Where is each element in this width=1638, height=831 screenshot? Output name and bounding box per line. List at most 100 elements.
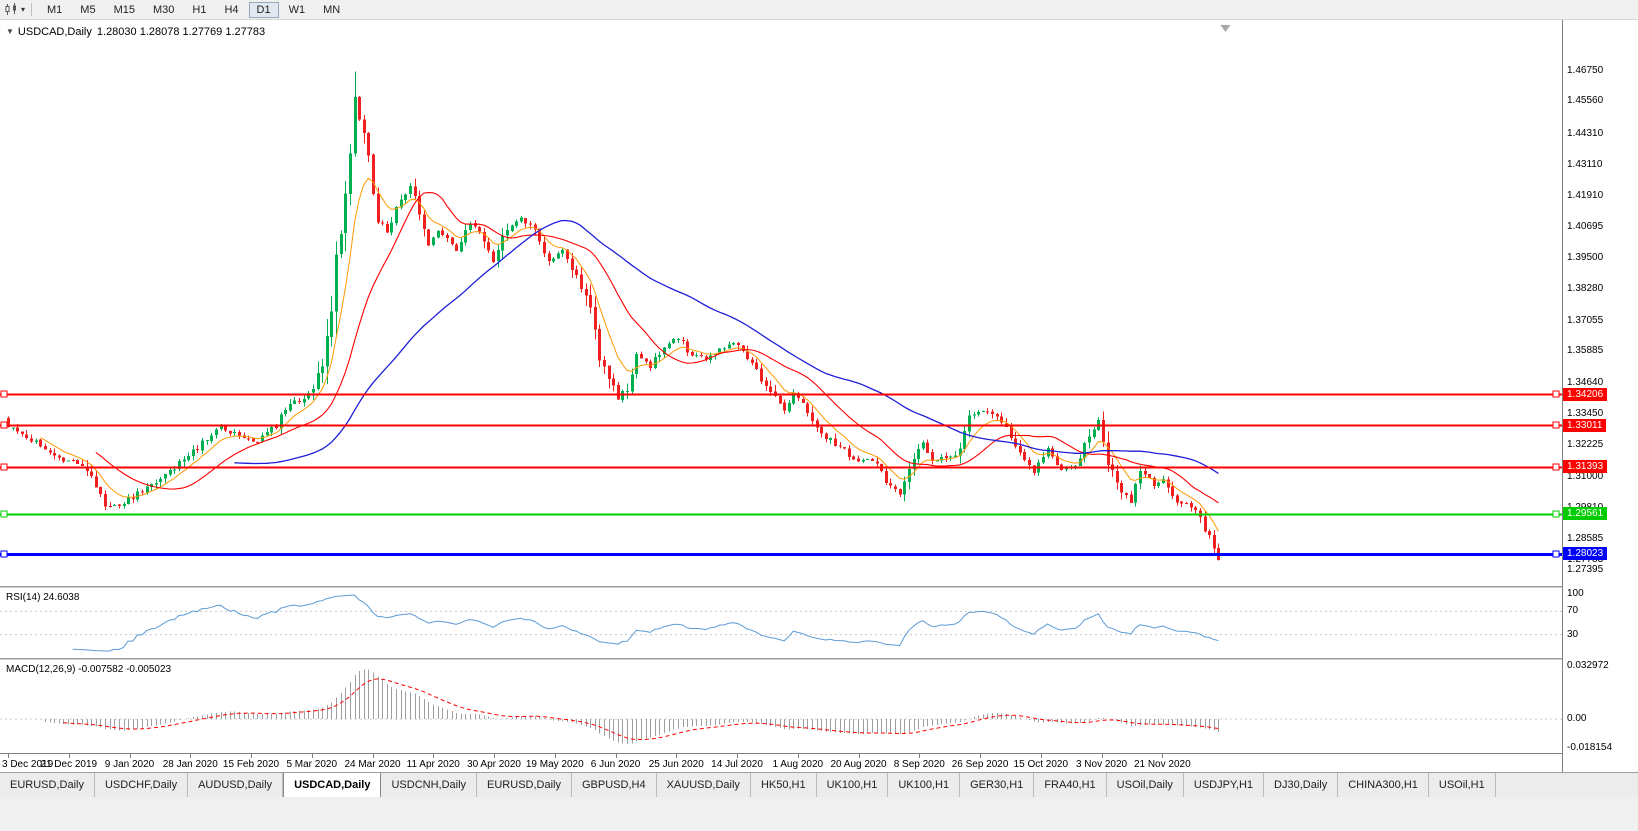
time-axis-tick [798,754,799,758]
price-line-label: 1.31393 [1563,460,1608,474]
time-axis-tick [494,754,495,758]
macd-label: MACD(12,26,9) -0.007582 -0.005023 [6,664,172,675]
time-axis-tick [433,754,434,758]
ma-fast-line [40,177,1219,532]
time-axis-label: 15 Oct 2020 [1013,759,1069,770]
time-axis-tick [859,754,860,758]
panel-divider[interactable] [0,658,1638,661]
symbol-tab-dj30-daily[interactable]: DJ30,Daily [1264,773,1339,797]
time-axis-tick [980,754,981,758]
symbol-tab-audusd-daily[interactable]: AUDUSD,Daily [188,773,284,797]
symbol-tab-uk100-h1[interactable]: UK100,H1 [888,773,961,797]
symbol-tab-fra40-h1[interactable]: FRA40,H1 [1034,773,1107,797]
time-axis-label: 8 Sep 2020 [893,759,945,770]
rsi-panel-canvas[interactable] [0,589,1562,658]
time-axis-tick [1102,754,1103,758]
price-axis-tick: 1.38280 [1567,283,1604,295]
time-axis-label: 19 May 2020 [525,759,584,770]
time-axis-tick [1162,754,1163,758]
timeframe-toolbar: ▾ M1 M5 M15 M30 H1 H4 D1 W1 MN [0,0,1638,20]
panel-divider[interactable] [0,586,1638,589]
time-axis-label: 6 Jun 2020 [590,759,641,770]
dropdown-caret-icon[interactable]: ▾ [21,5,26,14]
symbol-tab-usoil-h1[interactable]: USOil,H1 [1428,773,1496,797]
price-axis-tick: 1.43110 [1567,158,1603,170]
time-axis-label: 21 Dec 2019 [40,759,98,770]
timeframe-button-h4[interactable]: H4 [224,3,239,16]
chart-symbol-label: USDCAD,Daily [17,26,92,38]
candlesticks [7,71,1220,561]
time-axis-tick [190,754,191,758]
time-axis-label: 9 Jan 2020 [104,759,155,770]
time-axis-label: 21 Nov 2020 [1133,759,1191,770]
price-axis-tick: 1.39500 [1567,251,1604,263]
time-axis-label: 25 Jun 2020 [648,759,704,770]
chart-tabs-bar: EURUSD,Daily USDCHF,Daily AUDUSD,Daily USDC… [0,772,1638,797]
rsi-line [72,594,1219,652]
price-chart-canvas[interactable] [0,20,1562,586]
symbol-tab-ger30-h1[interactable]: GER30,H1 [960,773,1035,797]
symbol-tab-usoil-daily[interactable]: USOil,Daily [1106,773,1184,797]
collapse-caret-icon[interactable]: ▼ [6,27,14,36]
chart-shift-marker[interactable] [1220,25,1231,32]
time-axis-label: 11 Apr 2020 [406,759,460,770]
time-axis-label: 26 Sep 2020 [951,759,1009,770]
macd-panel-canvas[interactable] [0,661,1562,753]
time-axis-label: 28 Jan 2020 [162,759,218,770]
price-axis-tick: 1.29810 [1567,502,1603,513]
time-axis-label: 14 Jul 2020 [711,759,763,770]
time-axis-tick [1041,754,1042,758]
symbol-tab-china300-h1[interactable]: CHINA300,H1 [1338,773,1429,797]
timeframe-button-m15[interactable]: M15 [113,3,135,16]
horizontal-level-lines[interactable] [0,390,1562,558]
symbol-tab-usdjpy-h1[interactable]: USDJPY,H1 [1183,773,1265,797]
time-axis-tick [676,754,677,758]
time-axis-label: 20 Aug 2020 [830,759,887,770]
timeframe-button-mn[interactable]: MN [323,3,341,16]
macd-axis-tick: -0.018154 [1567,742,1613,754]
timeframe-button-d1[interactable]: D1 [248,1,279,18]
price-line-label: 1.28023 [1563,547,1608,561]
window-background [0,797,1638,831]
candlestick-chart-icon[interactable] [4,3,19,16]
time-axis-label: 3 Dec 2019 [2,759,54,770]
rsi-axis-tick: 100 [1567,588,1584,599]
price-axis-tick: 1.34640 [1567,377,1604,389]
price-axis-tick: 1.32225 [1567,439,1604,451]
time-axis-tick [8,754,9,758]
rsi-axis-tick: 30 [1567,628,1579,640]
price-axis-tick: 1.37055 [1567,314,1604,326]
time-axis-tick [69,754,70,758]
time-axis-tick [251,754,252,758]
timeframe-button-m30[interactable]: M30 [152,3,175,16]
time-axis-tick [373,754,374,758]
timeframe-button-m5[interactable]: M5 [80,3,96,16]
price-axis-tick: 1.31000 [1567,470,1604,482]
symbol-tab-eurusd-daily[interactable]: EURUSD,Daily [0,773,95,797]
symbol-tab-usdchf-daily[interactable]: USDCHF,Daily [94,773,189,797]
rsi-label: RSI(14) 24.6038 [6,592,80,603]
time-axis-label: 5 Mar 2020 [286,759,338,770]
symbol-tab-hk50-h1[interactable]: HK50,H1 [750,773,817,797]
time-axis-tick [555,754,556,758]
time-axis-label: 1 Aug 2020 [772,759,824,770]
symbol-tab-usdcad-daily[interactable]: USDCAD,Daily [283,773,382,797]
timeframe-button-h1[interactable]: H1 [192,3,207,16]
time-axis-tick [737,754,738,758]
time-axis-label: 3 Nov 2020 [1075,759,1128,770]
timeframe-button-w1[interactable]: W1 [288,3,306,16]
symbol-tab-xauusd-daily[interactable]: XAUUSD,Daily [656,773,751,797]
time-axis[interactable]: 3 Dec 2019 21 Dec 2019 9 Jan 2020 28 Jan 20… [0,754,1562,772]
price-axis-tick: 1.44310 [1567,127,1604,139]
toolbar-separator [31,3,33,16]
symbol-tab-gbpusd-h4[interactable]: GBPUSD,H4 [572,773,657,797]
symbol-tab-uk100-h1[interactable]: UK100,H1 [816,773,889,797]
chart-window[interactable]: ▼ USDCAD,Daily 1.28030 1.28078 1.27769 1.2… [0,20,1638,772]
price-axis-tick: 1.35885 [1567,344,1604,356]
price-axis-tick: 1.28585 [1567,533,1604,545]
price-axis[interactable]: 1.46750 1.45560 1.44310 1.43110 1.41910 1.406… [1563,20,1638,772]
symbol-tab-eurusd-daily[interactable]: EURUSD,Daily [477,773,572,797]
symbol-tab-usdcnh-daily[interactable]: USDCNH,Daily [381,773,478,797]
price-axis-tick: 1.27395 [1567,563,1604,575]
timeframe-button-m1[interactable]: M1 [47,3,63,16]
